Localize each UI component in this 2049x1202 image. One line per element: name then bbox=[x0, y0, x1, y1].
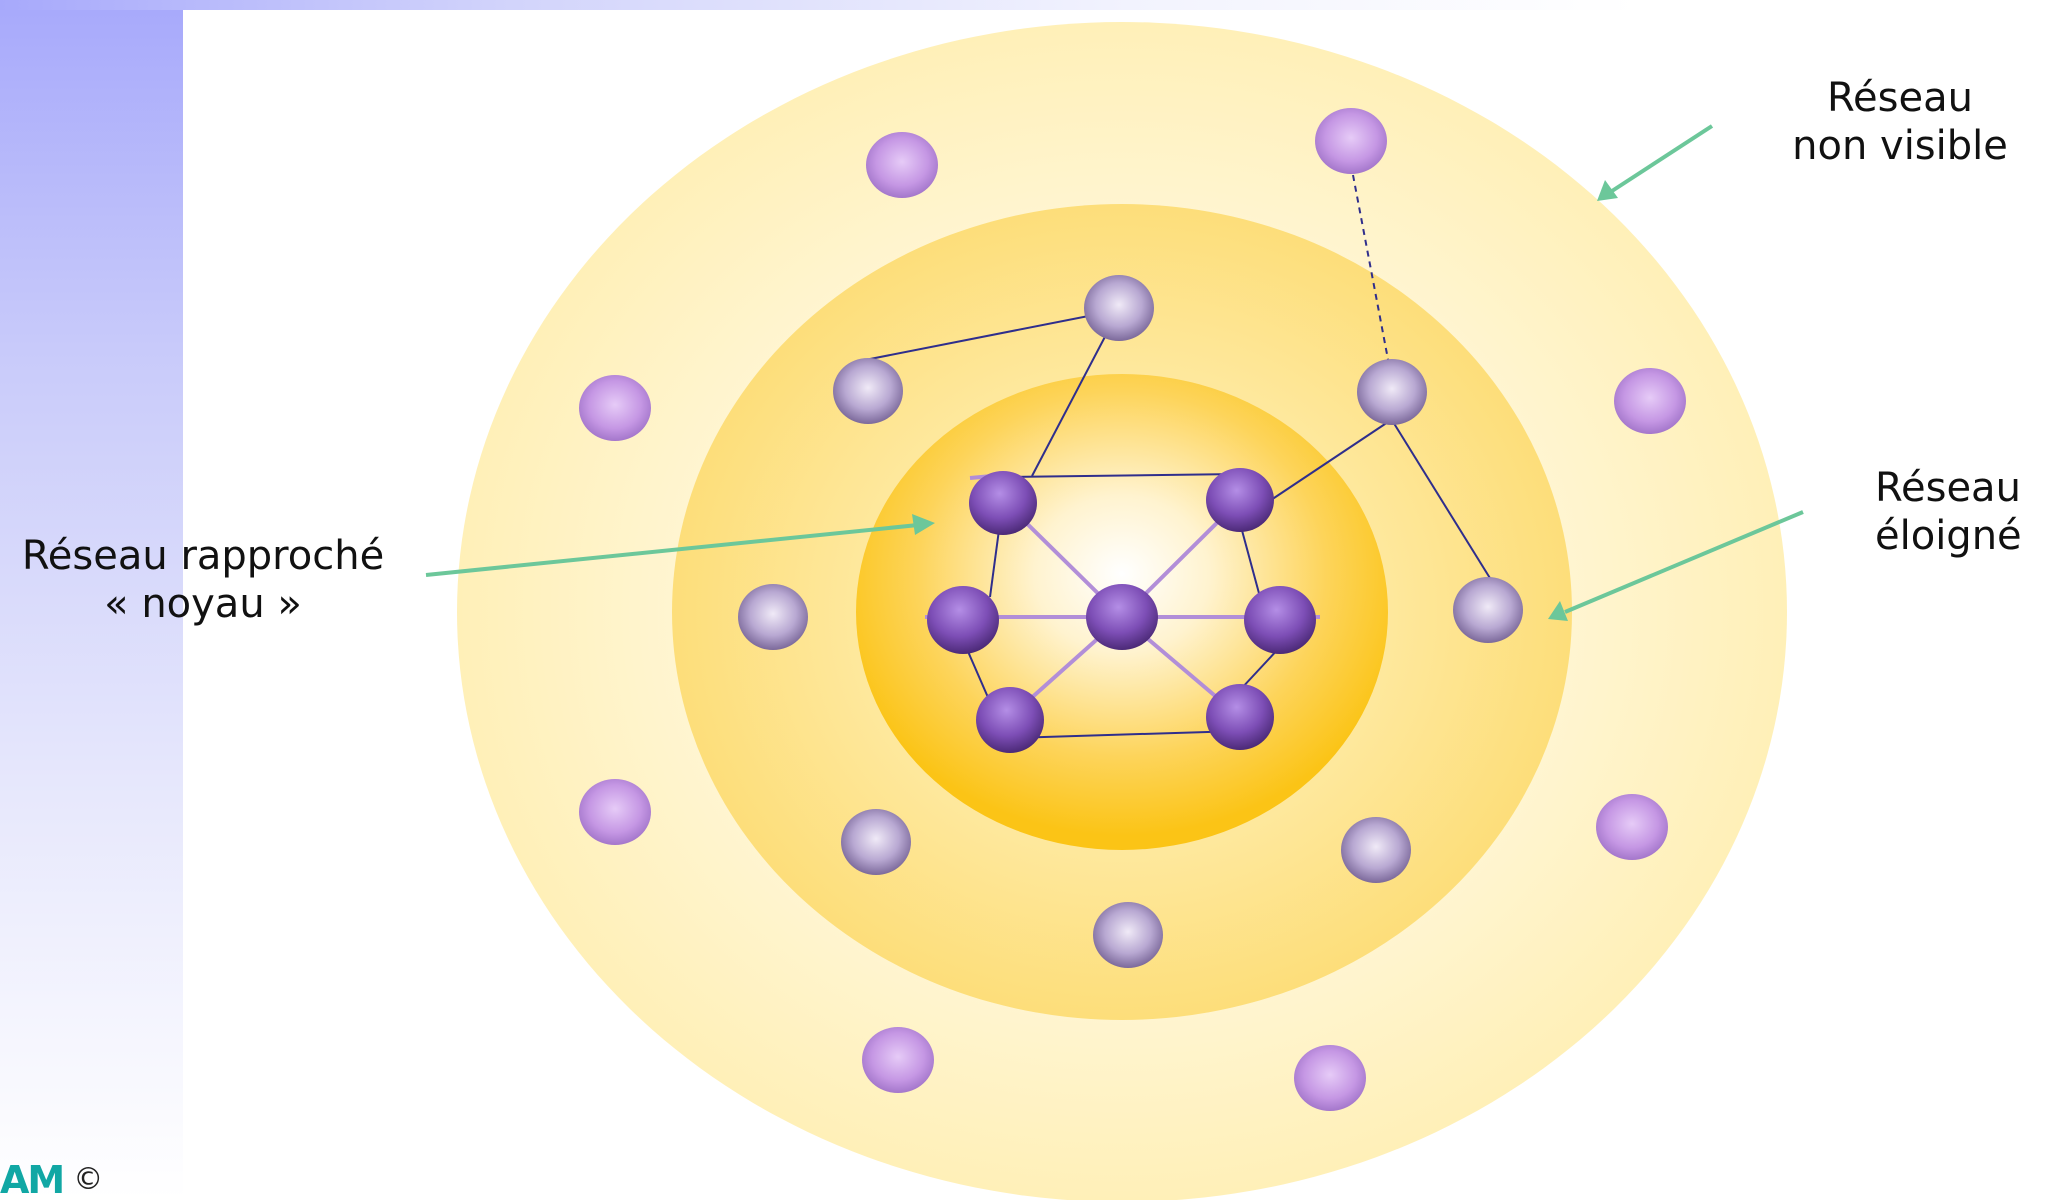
middle-node bbox=[1093, 902, 1163, 968]
middle-node bbox=[1357, 359, 1427, 425]
label-invisible-network: Réseau non visible bbox=[1760, 74, 2040, 170]
arrows bbox=[425, 124, 1804, 621]
label-core-network: Réseau rapproché « noyau » bbox=[8, 532, 398, 628]
copyright-symbol: © bbox=[73, 1162, 104, 1197]
core-node bbox=[1244, 586, 1316, 654]
core-node bbox=[976, 687, 1044, 753]
core-nodes bbox=[927, 468, 1316, 753]
middle-node bbox=[1084, 275, 1154, 341]
core-node bbox=[1206, 684, 1274, 750]
middle-node bbox=[738, 584, 808, 650]
side-gradient-band bbox=[0, 0, 183, 1200]
core-node bbox=[927, 586, 999, 654]
middle-node bbox=[833, 358, 903, 424]
outer-node bbox=[1294, 1045, 1366, 1111]
outer-node bbox=[1315, 108, 1387, 174]
arrow-invisible bbox=[1610, 124, 1714, 193]
arrow-invisible-head bbox=[1597, 180, 1618, 201]
label-invisible-line1: Réseau bbox=[1827, 75, 1973, 121]
outer-nodes bbox=[579, 108, 1686, 1111]
middle-node bbox=[1453, 577, 1523, 643]
arrow-core bbox=[425, 523, 919, 577]
outer-node bbox=[1614, 368, 1686, 434]
middle-nodes bbox=[738, 275, 1523, 968]
middle-node bbox=[1341, 817, 1411, 883]
core-node bbox=[969, 471, 1037, 535]
label-distant-line1: Réseau bbox=[1875, 465, 2021, 511]
core-node bbox=[1206, 468, 1274, 532]
outer-node bbox=[579, 779, 651, 845]
label-distant-line2: éloigné bbox=[1875, 513, 2022, 559]
label-core-line2: « noyau » bbox=[104, 581, 302, 627]
middle-node bbox=[841, 809, 911, 875]
dashed-link bbox=[1352, 174, 1391, 371]
outer-node bbox=[1596, 794, 1668, 860]
logo-text: AM bbox=[0, 1158, 65, 1202]
label-invisible-line2: non visible bbox=[1792, 123, 2008, 169]
arrow-core-head bbox=[912, 514, 935, 535]
arrow-distant-head bbox=[1548, 601, 1568, 621]
outer-node bbox=[579, 375, 651, 441]
top-gradient-band bbox=[0, 0, 2049, 10]
outer-node bbox=[866, 132, 938, 198]
outer-node bbox=[862, 1027, 934, 1093]
arrow-distant bbox=[1564, 510, 1804, 614]
footer-logo: AM © bbox=[0, 1160, 160, 1200]
label-core-line1: Réseau rapproché bbox=[21, 533, 385, 579]
core-node bbox=[1086, 584, 1158, 650]
label-distant-network: Réseau éloigné bbox=[1875, 464, 2049, 560]
